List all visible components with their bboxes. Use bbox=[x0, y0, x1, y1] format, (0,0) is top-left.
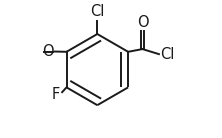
Text: O: O bbox=[137, 15, 148, 30]
Text: O: O bbox=[43, 44, 54, 59]
Text: Cl: Cl bbox=[160, 47, 175, 62]
Text: F: F bbox=[52, 87, 60, 102]
Text: Cl: Cl bbox=[90, 4, 105, 19]
